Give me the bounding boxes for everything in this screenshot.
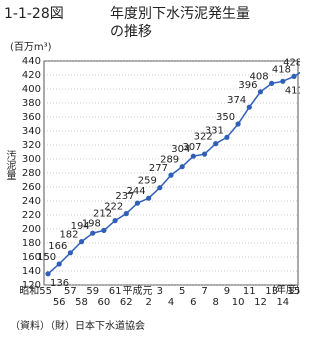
data-label: 304 [171, 144, 190, 155]
chart: 1-1-28図 年度別下水汚泥発生量 の推移 (百万m³) (年度) （資料）（… [4, 6, 300, 332]
data-point [101, 227, 107, 233]
y-tick-label: 360 [22, 112, 41, 123]
x-tick-label: 2 [145, 297, 151, 308]
y-tick-label: 280 [22, 168, 41, 179]
data-label: 166 [48, 241, 67, 252]
x-tick-label: 56 [53, 297, 66, 308]
data-point [45, 271, 51, 277]
x-tick-label: 61 [109, 286, 122, 297]
data-point [112, 218, 118, 224]
x-tick-label: 5 [179, 286, 185, 297]
y-tick-label: 120 [22, 280, 41, 291]
data-label: 396 [238, 80, 257, 91]
y-tick-label: 260 [22, 182, 41, 193]
chart-title-line2: の推移 [110, 24, 152, 40]
y-tick-label: 420 [22, 70, 41, 81]
x-tick-label: 8 [213, 297, 219, 308]
data-label: 350 [216, 112, 235, 123]
chart-title: 年度別下水汚泥発生量 [110, 6, 250, 22]
x-tick-label: 58 [75, 297, 88, 308]
data-point [168, 172, 174, 178]
y-tick-label: 180 [22, 238, 41, 249]
y-tick-label: 300 [22, 154, 41, 165]
y-tick-label: 160 [22, 252, 41, 263]
data-point [67, 250, 73, 256]
x-tick-label: 15 [288, 286, 300, 297]
data-label: 374 [227, 95, 246, 106]
data-label: 428 [283, 57, 300, 68]
data-point [257, 89, 264, 95]
y-tick-label: 200 [22, 224, 41, 235]
y-tick-label: 140 [22, 266, 41, 277]
y-tick-label: 400 [22, 84, 41, 95]
x-tick-label: 平成元 [122, 285, 152, 297]
x-tick-label: 11 [243, 286, 256, 297]
data-point [213, 141, 219, 147]
x-tick-label: 12 [254, 297, 267, 308]
data-point [291, 73, 297, 79]
data-point [134, 200, 141, 206]
data-label: 411 [285, 85, 300, 96]
data-point [280, 78, 286, 84]
data-label: 194 [71, 221, 90, 232]
x-tick-label: 62 [120, 297, 133, 308]
data-label: 259 [138, 176, 157, 187]
data-label: 136 [50, 278, 69, 289]
data-label: 212 [93, 209, 112, 220]
data-point [123, 211, 129, 217]
data-point [56, 261, 62, 267]
x-tick-label: 59 [86, 286, 99, 297]
data-point [78, 239, 85, 245]
data-label: 244 [127, 186, 146, 197]
data-label: 322 [194, 132, 213, 143]
x-tick-label: 4 [168, 297, 174, 308]
x-tick-label: 6 [190, 297, 196, 308]
data-point [235, 121, 241, 127]
x-tick-label: 7 [201, 286, 207, 297]
x-tick-label: 9 [224, 286, 230, 297]
x-tick-label: 3 [157, 286, 163, 297]
title-number: 1-1-28図 [4, 6, 64, 22]
y-tick-label: 340 [22, 126, 41, 137]
y-label: 汚泥量 [4, 149, 16, 180]
data-label: 289 [160, 155, 179, 166]
x-tick-label: 57 [64, 286, 77, 297]
x-unit: (年度) [272, 283, 300, 296]
source: （資料）（財）日本下水道協会 [10, 319, 145, 332]
data-point [90, 230, 96, 236]
data-label: 277 [149, 163, 168, 174]
data-point [179, 164, 185, 170]
data-point [146, 195, 152, 201]
data-point [201, 151, 208, 157]
y-tick-label: 320 [22, 140, 41, 151]
data-point [269, 80, 275, 86]
data-point [190, 153, 196, 159]
data-point [246, 104, 252, 110]
x-tick-label: 14 [276, 297, 289, 308]
data-label: 182 [59, 230, 78, 241]
y-tick-label: 440 [22, 56, 41, 67]
data-label: 198 [82, 218, 101, 229]
data-label: 222 [104, 202, 123, 213]
x-tick-label: 13 [265, 286, 278, 297]
y-tick-label: 220 [22, 210, 41, 221]
data-label: 150 [37, 252, 56, 263]
x-tick-label: 10 [232, 297, 245, 308]
y-tick-label: 240 [22, 196, 41, 207]
y-label-text: 汚泥量 [4, 149, 16, 180]
data-label: 408 [250, 71, 269, 82]
y-unit: (百万m³) [10, 41, 52, 53]
data-label: 237 [115, 191, 134, 202]
data-point [224, 134, 230, 140]
data-label: 418 [272, 64, 291, 75]
x-tick-label: 昭和55 [19, 285, 52, 297]
data-label: 331 [205, 125, 224, 136]
data-point [157, 185, 163, 191]
data-label: 307 [182, 142, 201, 153]
y-tick-label: 380 [22, 98, 41, 109]
x-tick-label: 60 [98, 297, 111, 308]
